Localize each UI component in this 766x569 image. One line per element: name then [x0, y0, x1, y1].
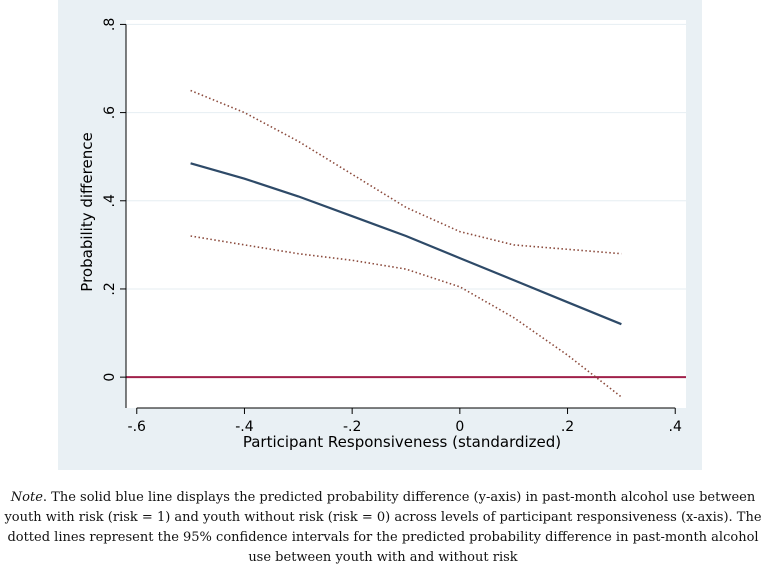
y-tick-label-0: 0 — [102, 373, 118, 382]
series-line-upper-ci — [190, 89, 622, 255]
x-axis-title: Participant Responsiveness (standardized… — [243, 433, 561, 451]
y-tick-label-2: .4 — [102, 194, 118, 207]
series-line-lower-ci — [190, 235, 622, 398]
x-tick-label-3: 0 — [455, 419, 464, 435]
x-tick-label-1: -.4 — [235, 419, 254, 435]
x-tick-label-0: -.6 — [128, 419, 147, 435]
y-tick-label-1: .2 — [102, 282, 118, 295]
plot-area — [126, 20, 686, 408]
caption-text: . The solid blue line displays the predi… — [4, 490, 762, 565]
chart-figure: 0 .2 .4 .6 .8 -.6 -.4 -.2 0 .2 .4 Participant Resp… — [58, 0, 702, 470]
figure-caption: Note. The solid blue line displays the p… — [0, 488, 766, 568]
x-tick-label-2: -.2 — [343, 419, 361, 435]
x-tick-label-4: .2 — [561, 419, 574, 435]
series-line-estimate — [190, 162, 622, 326]
y-tick-label-3: .6 — [102, 106, 118, 119]
line-chart: 0 .2 .4 .6 .8 -.6 -.4 -.2 0 .2 .4 Participant Resp… — [78, 18, 686, 451]
caption-note-label: Note — [10, 490, 43, 505]
y-tick-label-4: .8 — [102, 18, 118, 31]
y-axis-title: Probability difference — [78, 132, 96, 291]
x-tick-label-5: .4 — [669, 419, 682, 435]
